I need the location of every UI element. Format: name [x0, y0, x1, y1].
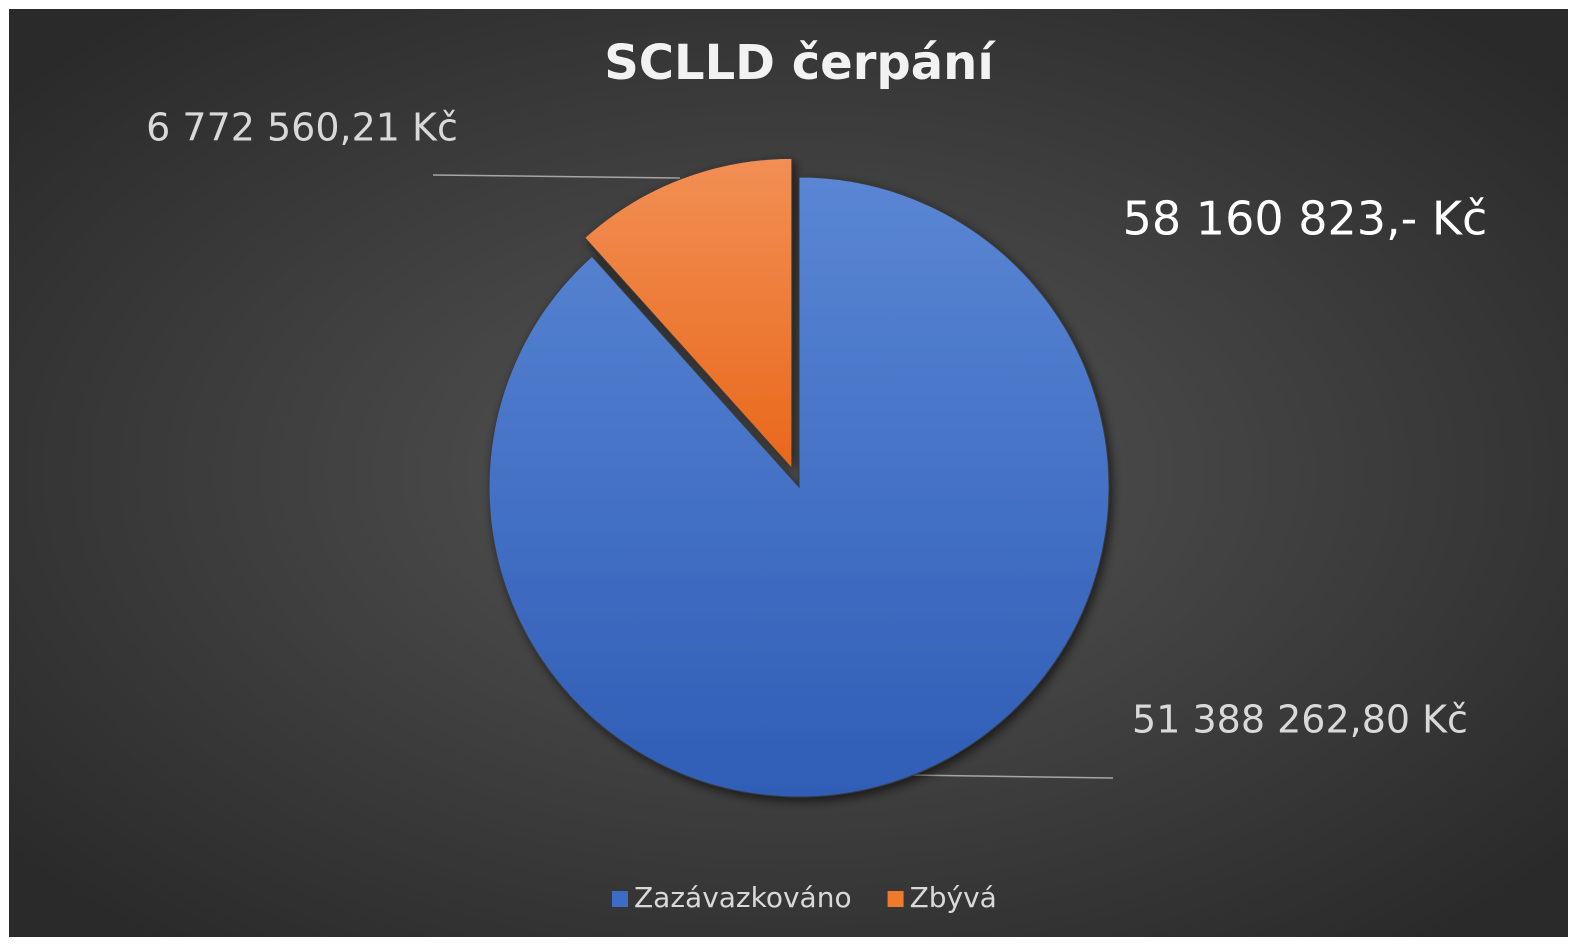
- data-label: 6 772 560,21 Kč: [146, 106, 458, 150]
- leader-line: [432, 174, 681, 179]
- legend-label: Zbývá: [910, 881, 997, 914]
- pie-slice: [584, 157, 793, 470]
- legend-swatch: [612, 891, 628, 907]
- leader-line: [909, 774, 1114, 779]
- legend-label: Zazávazkováno: [634, 881, 852, 914]
- annotation: 58 160 823,- Kč: [1123, 192, 1488, 246]
- pie: [488, 157, 1110, 798]
- legend-swatch: [887, 891, 904, 907]
- data-label: 51 388 262,80 Kč: [1132, 698, 1468, 742]
- pie-slice: [488, 176, 1110, 798]
- chart-title: SCLLD čerpání: [604, 35, 996, 91]
